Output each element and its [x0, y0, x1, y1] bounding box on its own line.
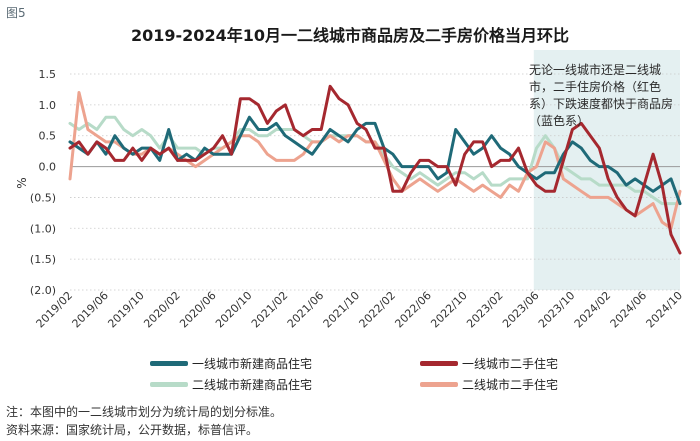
- y-tick-label: 0.5: [39, 130, 57, 143]
- y-tick-label: 0.0: [39, 161, 57, 174]
- legend: 一线城市新建商品住宅 一线城市二手住宅 二线城市新建商品住宅 二线城市二手住宅: [0, 354, 700, 398]
- legend-swatch-tier2-second: [420, 381, 458, 387]
- x-tick-label: 2022/10: [428, 289, 470, 331]
- series-line-tier1_new: [68, 115, 682, 206]
- y-axis-label: %: [15, 177, 29, 188]
- legend-label-tier2-new: 二线城市新建商品住宅: [192, 377, 313, 392]
- legend-item-tier1-second: 一线城市二手住宅: [420, 354, 558, 372]
- x-tick-label: 2024/10: [644, 289, 686, 331]
- x-tick-label: 2019/10: [105, 289, 147, 331]
- y-tick-label: (1.5): [30, 253, 56, 266]
- x-tick-label: 2023/10: [536, 289, 578, 331]
- x-tick-label: 2023/06: [500, 289, 542, 331]
- x-tick-label: 2020/06: [177, 289, 219, 331]
- footnote-source: 资料来源：国家统计局，公开数据，标普信评。: [6, 423, 259, 437]
- legend-label-tier2-second: 二线城市二手住宅: [462, 377, 559, 392]
- x-tick-label: 2021/02: [249, 289, 291, 331]
- series-line-tier1_second: [68, 84, 682, 255]
- y-tick-label: (0.5): [30, 191, 56, 204]
- x-tick-label: 2023/02: [464, 289, 506, 331]
- chart-title: 2019-2024年10月一二线城市商品房及二手房价格当月环比: [131, 26, 569, 45]
- series-lines: [68, 84, 682, 255]
- x-tick-label: 2020/10: [213, 289, 255, 331]
- y-tick-label: (1.0): [30, 222, 56, 235]
- legend-swatch-tier1-new: [150, 360, 188, 366]
- x-tick-label: 2021/10: [321, 289, 363, 331]
- x-tick-label: 2020/02: [141, 289, 183, 331]
- line-chart: 1.5 1.0 0.5 0.0 (0.5) (1.0) (1.5) (2.0) 2019/02…: [15, 50, 686, 331]
- legend-label-tier1-second: 一线城市二手住宅: [462, 356, 559, 371]
- y-axis-ticks: 1.5 1.0 0.5 0.0 (0.5) (1.0) (1.5) (2.0): [30, 68, 56, 297]
- legend-item-tier2-new: 二线城市新建商品住宅: [150, 375, 312, 393]
- legend-item-tier2-second: 二线城市二手住宅: [420, 375, 558, 393]
- annotation-text: 无论一线城市还是二线城市，二手住房价格（红色系）下跌速度都快于商品房（蓝色系）: [529, 63, 674, 128]
- x-tick-label: 2024/02: [572, 289, 614, 331]
- x-tick-label: 2021/06: [285, 289, 327, 331]
- legend-swatch-tier1-second: [420, 360, 458, 366]
- legend-swatch-tier2-new: [150, 381, 188, 387]
- figure-label: 图5: [6, 6, 26, 20]
- legend-item-tier1-new: 一线城市新建商品住宅: [150, 354, 312, 372]
- y-tick-label: 1.5: [39, 68, 57, 81]
- x-tick-label: 2024/06: [608, 289, 650, 331]
- y-tick-label: 1.0: [39, 99, 57, 112]
- x-tick-label: 2022/02: [357, 289, 399, 331]
- x-tick-label: 2019/06: [69, 289, 111, 331]
- legend-label-tier1-new: 一线城市新建商品住宅: [192, 356, 313, 371]
- x-tick-label: 2022/06: [392, 289, 434, 331]
- x-axis-ticks: 2019/022019/062019/102020/022020/062020/…: [34, 289, 686, 331]
- gridlines: [70, 73, 680, 291]
- y-tick-label: (2.0): [30, 284, 56, 297]
- footnote-note: 注：本图中的一二线城市划分为统计局的划分标准。: [6, 405, 283, 419]
